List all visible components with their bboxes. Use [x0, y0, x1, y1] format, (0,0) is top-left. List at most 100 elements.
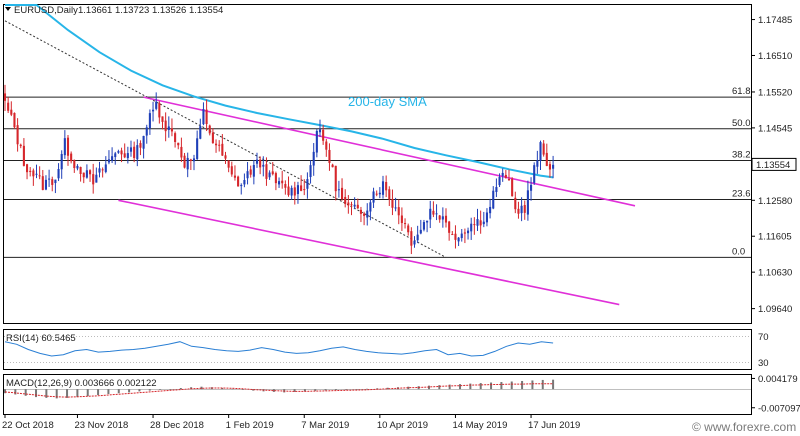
candle-body: [180, 146, 183, 158]
macd-bar: [107, 389, 110, 394]
macd-bar: [66, 389, 69, 398]
macd-bar: [552, 379, 555, 390]
candle-body: [202, 109, 205, 125]
candle-body: [372, 191, 375, 203]
current-price-tag: 1.13554: [751, 157, 797, 171]
channel-lower-line: [118, 199, 620, 306]
macd-bar: [14, 389, 17, 395]
watermark: © www.forexre.com: [692, 420, 796, 434]
candle-body: [73, 159, 76, 169]
candle-body: [230, 166, 233, 175]
candle-body: [448, 221, 451, 233]
candle-body: [66, 137, 70, 156]
macd-bar: [241, 389, 244, 390]
candle-body: [26, 164, 29, 173]
candle-body: [148, 113, 151, 129]
candle-body: [107, 159, 110, 163]
macd-signal-line: [4, 383, 554, 398]
candle-body: [199, 126, 202, 139]
candle-body: [318, 129, 322, 133]
candle-body: [32, 170, 35, 177]
candle-body: [142, 135, 145, 149]
candle-body: [504, 174, 507, 178]
macd-bar: [438, 385, 441, 390]
candle-body: [41, 176, 44, 190]
candle-body: [98, 168, 101, 173]
macd-bar: [500, 382, 503, 390]
macd-bar: [221, 388, 224, 390]
candle-body: [309, 165, 312, 178]
macd-bar: [231, 388, 234, 390]
fib-level-label: 50.0: [732, 118, 751, 129]
macd-bar: [252, 389, 255, 391]
candle-body: [139, 143, 142, 148]
candle-body: [120, 150, 123, 155]
dropdown-triangle-icon[interactable]: [5, 7, 11, 11]
candle-body: [306, 179, 309, 189]
macd-bar: [169, 389, 172, 390]
rsi-title: RSI(14) 60.5465: [6, 333, 76, 344]
candle-body: [463, 232, 466, 234]
candle-body: [542, 143, 545, 155]
candle-body: [48, 178, 51, 180]
fibonacci-levels: 61.8 50.0 38.2 23.6 0.0: [4, 86, 751, 258]
candle-body: [129, 147, 133, 152]
candle-body: [205, 109, 208, 125]
candle-body: [44, 179, 47, 190]
candle-body: [397, 207, 400, 216]
candle-body: [470, 223, 473, 232]
candle-body: [344, 196, 347, 204]
price-tick-label: 1.10630: [758, 268, 792, 279]
fib-level-label: 23.6: [732, 189, 751, 200]
candle-body: [19, 144, 22, 147]
candle-body: [278, 181, 281, 185]
candle-body: [259, 159, 262, 168]
candle-body: [92, 174, 95, 185]
candle-body: [548, 164, 551, 170]
candle-body: [224, 155, 227, 159]
rsi-tick-label: 30: [758, 358, 769, 369]
candle-body: [183, 155, 186, 168]
macd-bar: [190, 387, 193, 390]
macd-bar: [272, 389, 275, 392]
macd-bar: [407, 386, 410, 390]
candle-body: [378, 192, 381, 195]
candle-body: [79, 166, 82, 175]
candle-body: [385, 181, 388, 191]
candle-body: [404, 223, 407, 225]
candle-body: [300, 185, 303, 191]
current-price-tag-box: [751, 157, 797, 171]
macd-tick-label: -0.007097: [758, 403, 800, 414]
candle-body: [95, 174, 98, 183]
macd-bar: [35, 389, 38, 398]
candle-body: [3, 93, 7, 101]
candle-body: [252, 165, 255, 177]
macd-bar: [541, 379, 544, 390]
candle-body: [511, 178, 514, 197]
candle-body: [457, 237, 460, 242]
macd-bar: [4, 389, 6, 394]
candle-body: [186, 157, 189, 170]
candle-body: [268, 172, 271, 178]
candle-body: [444, 215, 448, 223]
candle-body: [413, 240, 416, 245]
candle-body: [290, 187, 293, 196]
candle-body: [400, 215, 403, 224]
candle-body: [517, 208, 520, 214]
time-tick-label: 28 Dec 2018: [150, 420, 204, 431]
macd-panel-frame: [3, 374, 752, 415]
macd-bar: [55, 389, 58, 399]
time-tick-label: 17 Jun 2019: [528, 420, 580, 431]
candle-body: [287, 186, 290, 196]
candle-body: [407, 225, 410, 233]
candle-body: [274, 173, 277, 184]
candle-body: [315, 130, 318, 153]
macd-bar: [86, 389, 89, 397]
candle-body: [281, 180, 284, 184]
price-tick-label: 1.15520: [758, 87, 792, 98]
candle-body: [262, 164, 265, 167]
candle-body: [177, 142, 180, 146]
candle-body: [507, 178, 511, 181]
macd-bar: [128, 389, 131, 393]
candle-body: [391, 198, 394, 208]
